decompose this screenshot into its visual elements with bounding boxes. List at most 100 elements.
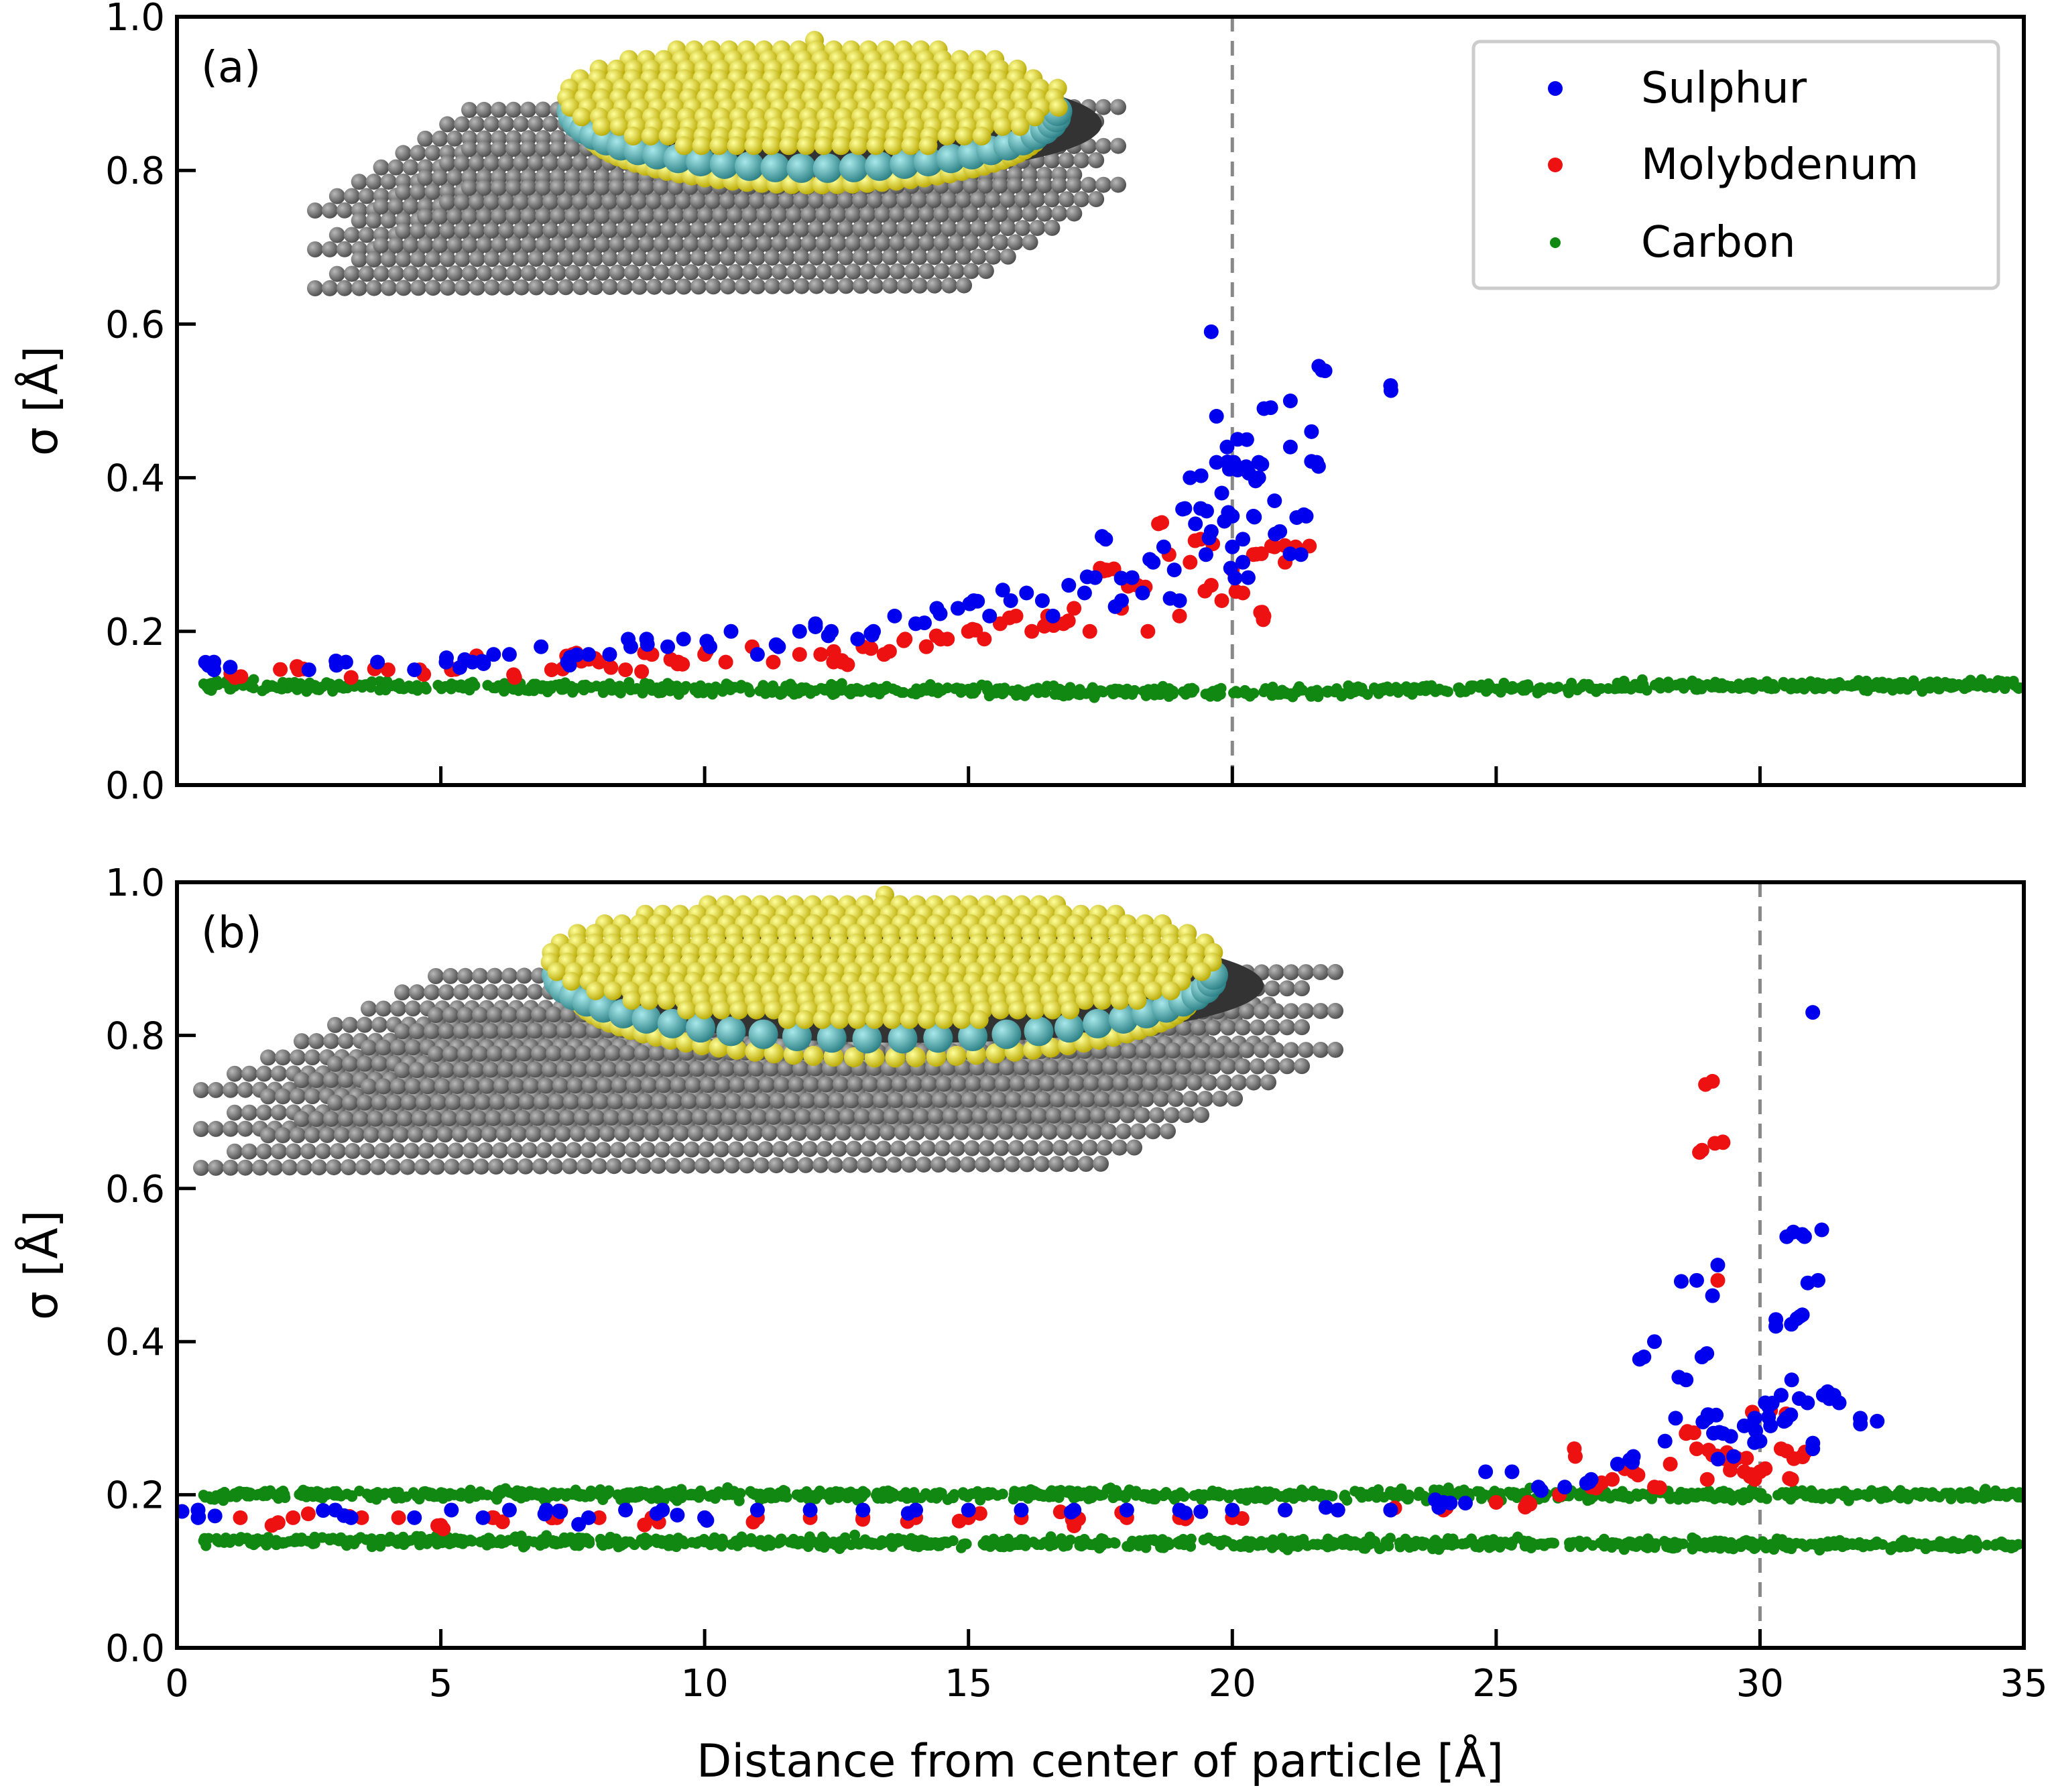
carbon-atom bbox=[1034, 1156, 1050, 1173]
carbon-atom bbox=[1187, 1074, 1203, 1091]
carbon-atom bbox=[531, 1006, 547, 1023]
sulphur-point bbox=[995, 583, 1010, 598]
y-tick-label: 0.6 bbox=[105, 303, 165, 347]
sulphur-atom bbox=[803, 1045, 824, 1066]
carbon-point bbox=[1791, 682, 1803, 694]
carbon-atom bbox=[556, 1022, 572, 1039]
carbon-atom bbox=[631, 221, 648, 238]
carbon-point bbox=[1230, 686, 1242, 697]
carbon-atom bbox=[653, 178, 669, 195]
carbon-atom bbox=[941, 192, 957, 208]
carbon-atom bbox=[489, 1093, 505, 1110]
molybdenum-point bbox=[618, 662, 633, 678]
carbon-atom bbox=[705, 249, 721, 266]
carbon-atom bbox=[535, 101, 551, 118]
carbon-point bbox=[1244, 691, 1256, 702]
carbon-atom bbox=[579, 179, 595, 196]
sulphur-point bbox=[808, 619, 823, 634]
sulphur-atom bbox=[937, 127, 957, 145]
sulphur-point bbox=[749, 647, 765, 662]
molybdenum-point bbox=[1067, 601, 1082, 616]
carbon-point bbox=[521, 684, 532, 696]
carbon-atom bbox=[513, 193, 530, 210]
carbon-atom bbox=[327, 1016, 343, 1033]
molybdenum-point bbox=[928, 628, 944, 644]
carbon-atom bbox=[985, 191, 1002, 208]
carbon-atom bbox=[1128, 1075, 1144, 1091]
x-ticks-a bbox=[175, 766, 2026, 785]
carbon-atom bbox=[562, 1158, 578, 1175]
carbon-atom bbox=[345, 1142, 361, 1159]
sulphur-point bbox=[223, 660, 238, 675]
carbon-atom bbox=[1268, 1003, 1284, 1020]
molybdenum-atom bbox=[1108, 1004, 1138, 1034]
sulphur-point bbox=[1209, 408, 1224, 424]
carbon-atom bbox=[815, 235, 832, 251]
carbon-point bbox=[891, 685, 902, 697]
carbon-atom bbox=[705, 192, 721, 209]
carbon-point bbox=[1294, 681, 1305, 693]
carbon-atom bbox=[304, 1049, 320, 1066]
carbon-atom bbox=[294, 1033, 310, 1050]
carbon-atom bbox=[852, 249, 869, 265]
carbon-atom bbox=[507, 1142, 523, 1158]
carbon-atom bbox=[237, 1081, 253, 1098]
carbon-atom bbox=[786, 263, 802, 280]
carbon-atom bbox=[829, 1092, 845, 1109]
carbon-atom bbox=[1298, 1003, 1314, 1020]
carbon-atom bbox=[603, 1110, 619, 1126]
carbon-atom bbox=[513, 115, 530, 132]
carbon-atom bbox=[1022, 234, 1038, 251]
carbon-atom bbox=[445, 1094, 461, 1111]
carbon-atom bbox=[838, 278, 854, 294]
carbon-atom bbox=[542, 1061, 558, 1078]
carbon-atom bbox=[334, 1126, 350, 1143]
carbon-atom bbox=[323, 1071, 339, 1088]
carbon-atom bbox=[323, 1110, 339, 1127]
carbon-atom bbox=[555, 1126, 571, 1142]
carbon-atom bbox=[800, 206, 817, 223]
carbon-atom bbox=[1078, 1156, 1094, 1172]
carbon-point bbox=[653, 687, 664, 699]
carbon-atom bbox=[256, 1065, 272, 1082]
carbon-atom bbox=[394, 1023, 410, 1040]
molybdenum-point bbox=[863, 641, 879, 656]
carbon-atom bbox=[396, 280, 412, 296]
carbon-atom bbox=[800, 263, 817, 280]
carbon-atom bbox=[675, 192, 692, 209]
carbon-atom bbox=[764, 249, 780, 266]
carbon-atom bbox=[395, 184, 412, 200]
carbon-atom bbox=[577, 1158, 593, 1175]
carbon-atom bbox=[424, 251, 441, 267]
carbon-atom bbox=[395, 223, 412, 239]
sulphur-point bbox=[1095, 529, 1110, 544]
carbon-atom bbox=[550, 179, 566, 196]
carbon-atom bbox=[410, 223, 426, 239]
carbon-atom bbox=[290, 1049, 306, 1066]
carbon-atom bbox=[668, 264, 684, 281]
carbon-atom bbox=[547, 1158, 563, 1175]
carbon-atom bbox=[237, 1159, 253, 1176]
carbon-atom bbox=[351, 280, 367, 296]
carbon-atom bbox=[615, 1061, 631, 1077]
carbon-atom bbox=[358, 227, 375, 243]
carbon-atom bbox=[498, 116, 515, 133]
carbon-atom bbox=[933, 206, 950, 223]
carbon-atom bbox=[585, 1126, 601, 1142]
carbon-atom bbox=[1231, 1074, 1247, 1091]
carbon-atom bbox=[638, 235, 655, 252]
carbon-atom bbox=[815, 263, 832, 280]
carbon-atom bbox=[476, 179, 492, 196]
y-tick-label: 0.8 bbox=[105, 150, 165, 193]
carbon-atom bbox=[876, 1140, 892, 1157]
legend-marker-sulphur bbox=[1548, 81, 1563, 96]
carbon-atom bbox=[712, 263, 729, 280]
carbon-atom bbox=[528, 250, 544, 267]
carbon-atom bbox=[727, 206, 743, 223]
carbon-atom bbox=[487, 1006, 503, 1023]
sulphur-point bbox=[457, 652, 473, 667]
carbon-atom bbox=[442, 1045, 459, 1062]
molybdenum-atom bbox=[709, 149, 739, 179]
carbon-atom bbox=[227, 1104, 243, 1121]
sulphur-points-a bbox=[198, 324, 1398, 678]
